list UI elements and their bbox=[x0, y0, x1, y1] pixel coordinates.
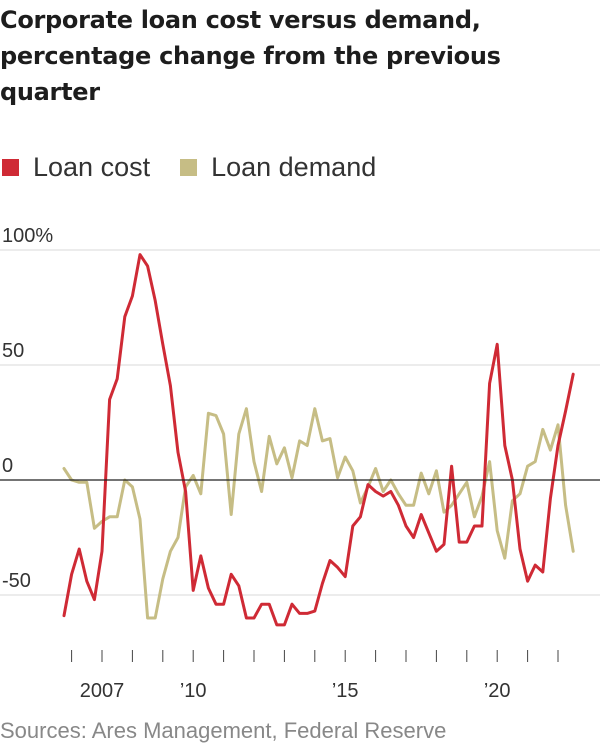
series-line-loan-cost bbox=[62, 253, 575, 627]
legend: Loan cost Loan demand bbox=[2, 150, 406, 184]
grid-layer bbox=[0, 249, 600, 596]
legend-swatch-loan-demand bbox=[180, 158, 198, 176]
legend-label-loan-demand: Loan demand bbox=[211, 151, 377, 182]
x-tick-label: ’20 bbox=[484, 680, 511, 702]
x-tick-label: ’15 bbox=[332, 680, 359, 702]
x-tick-label: ’10 bbox=[180, 680, 207, 702]
legend-item-loan-demand: Loan demand bbox=[180, 152, 376, 183]
legend-swatch-loan-cost bbox=[2, 158, 19, 176]
chart-title: Corporate loan cost versus demand, perce… bbox=[0, 6, 501, 106]
y-tick-label: -50 bbox=[2, 570, 31, 592]
legend-item-loan-cost: Loan cost bbox=[2, 152, 150, 183]
source-note: Sources: Ares Management, Federal Reserv… bbox=[0, 718, 447, 743]
x-tick-label: 2007 bbox=[80, 680, 125, 702]
y-tick-label: 0 bbox=[2, 455, 13, 477]
series-line-loan-demand bbox=[62, 407, 575, 620]
series-layer bbox=[62, 253, 575, 627]
y-tick-label: 50 bbox=[2, 340, 24, 362]
axis-layer: 100% 50 0 -50 2007 ’10 ’15 ’20 bbox=[0, 225, 600, 702]
legend-label-loan-cost: Loan cost bbox=[33, 151, 151, 182]
y-tick-label: 100% bbox=[2, 225, 53, 247]
